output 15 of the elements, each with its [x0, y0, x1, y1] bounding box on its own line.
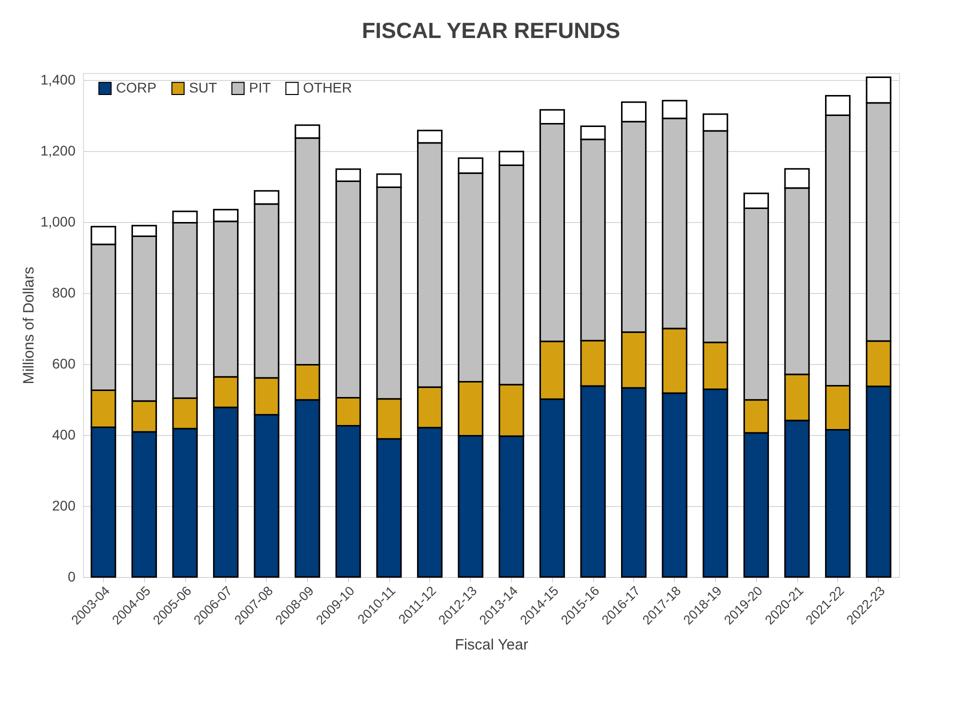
y-tick-label: 400 [52, 426, 76, 443]
chart-title: FISCAL YEAR REFUNDS [362, 18, 620, 43]
y-tick-label: 600 [52, 356, 76, 372]
y-tick-label: 200 [52, 498, 76, 514]
legend-label: OTHER [303, 79, 352, 96]
y-axis-title: Millions of Dollars [20, 266, 38, 384]
x-axis-title: Fiscal Year [454, 636, 528, 654]
legend-label: PIT [249, 79, 272, 96]
y-tick-label: 1,400 [40, 72, 76, 88]
y-tick-label: 800 [52, 284, 76, 301]
legend-label: CORP [116, 79, 156, 96]
y-tick-label: 1,200 [40, 142, 76, 159]
y-tick-label: 0 [68, 568, 76, 584]
legend-label: SUT [189, 79, 218, 96]
y-tick-label: 1,000 [40, 214, 76, 230]
